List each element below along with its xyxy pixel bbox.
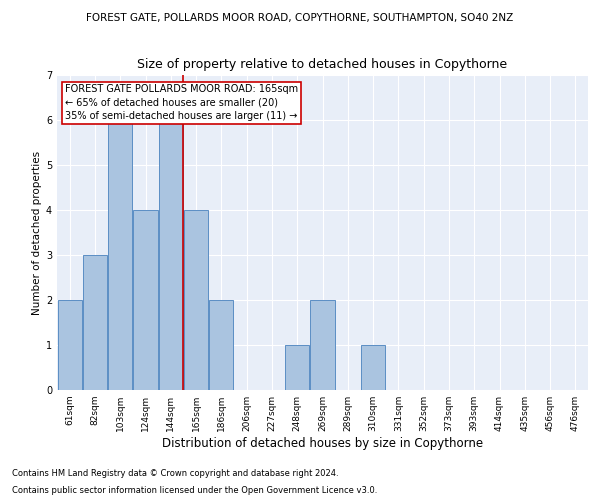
Bar bbox=[310, 300, 335, 390]
Bar bbox=[108, 120, 132, 390]
Bar bbox=[361, 345, 385, 390]
X-axis label: Distribution of detached houses by size in Copythorne: Distribution of detached houses by size … bbox=[162, 437, 483, 450]
Y-axis label: Number of detached properties: Number of detached properties bbox=[32, 150, 42, 314]
Text: FOREST GATE POLLARDS MOOR ROAD: 165sqm
← 65% of detached houses are smaller (20): FOREST GATE POLLARDS MOOR ROAD: 165sqm ←… bbox=[65, 84, 298, 121]
Bar bbox=[58, 300, 82, 390]
Title: Size of property relative to detached houses in Copythorne: Size of property relative to detached ho… bbox=[137, 58, 508, 71]
Bar bbox=[133, 210, 158, 390]
Text: Contains public sector information licensed under the Open Government Licence v3: Contains public sector information licen… bbox=[12, 486, 377, 495]
Text: FOREST GATE, POLLARDS MOOR ROAD, COPYTHORNE, SOUTHAMPTON, SO40 2NZ: FOREST GATE, POLLARDS MOOR ROAD, COPYTHO… bbox=[86, 12, 514, 22]
Bar bbox=[83, 255, 107, 390]
Text: Contains HM Land Registry data © Crown copyright and database right 2024.: Contains HM Land Registry data © Crown c… bbox=[12, 468, 338, 477]
Bar bbox=[209, 300, 233, 390]
Bar bbox=[285, 345, 309, 390]
Bar bbox=[184, 210, 208, 390]
Bar bbox=[159, 120, 183, 390]
